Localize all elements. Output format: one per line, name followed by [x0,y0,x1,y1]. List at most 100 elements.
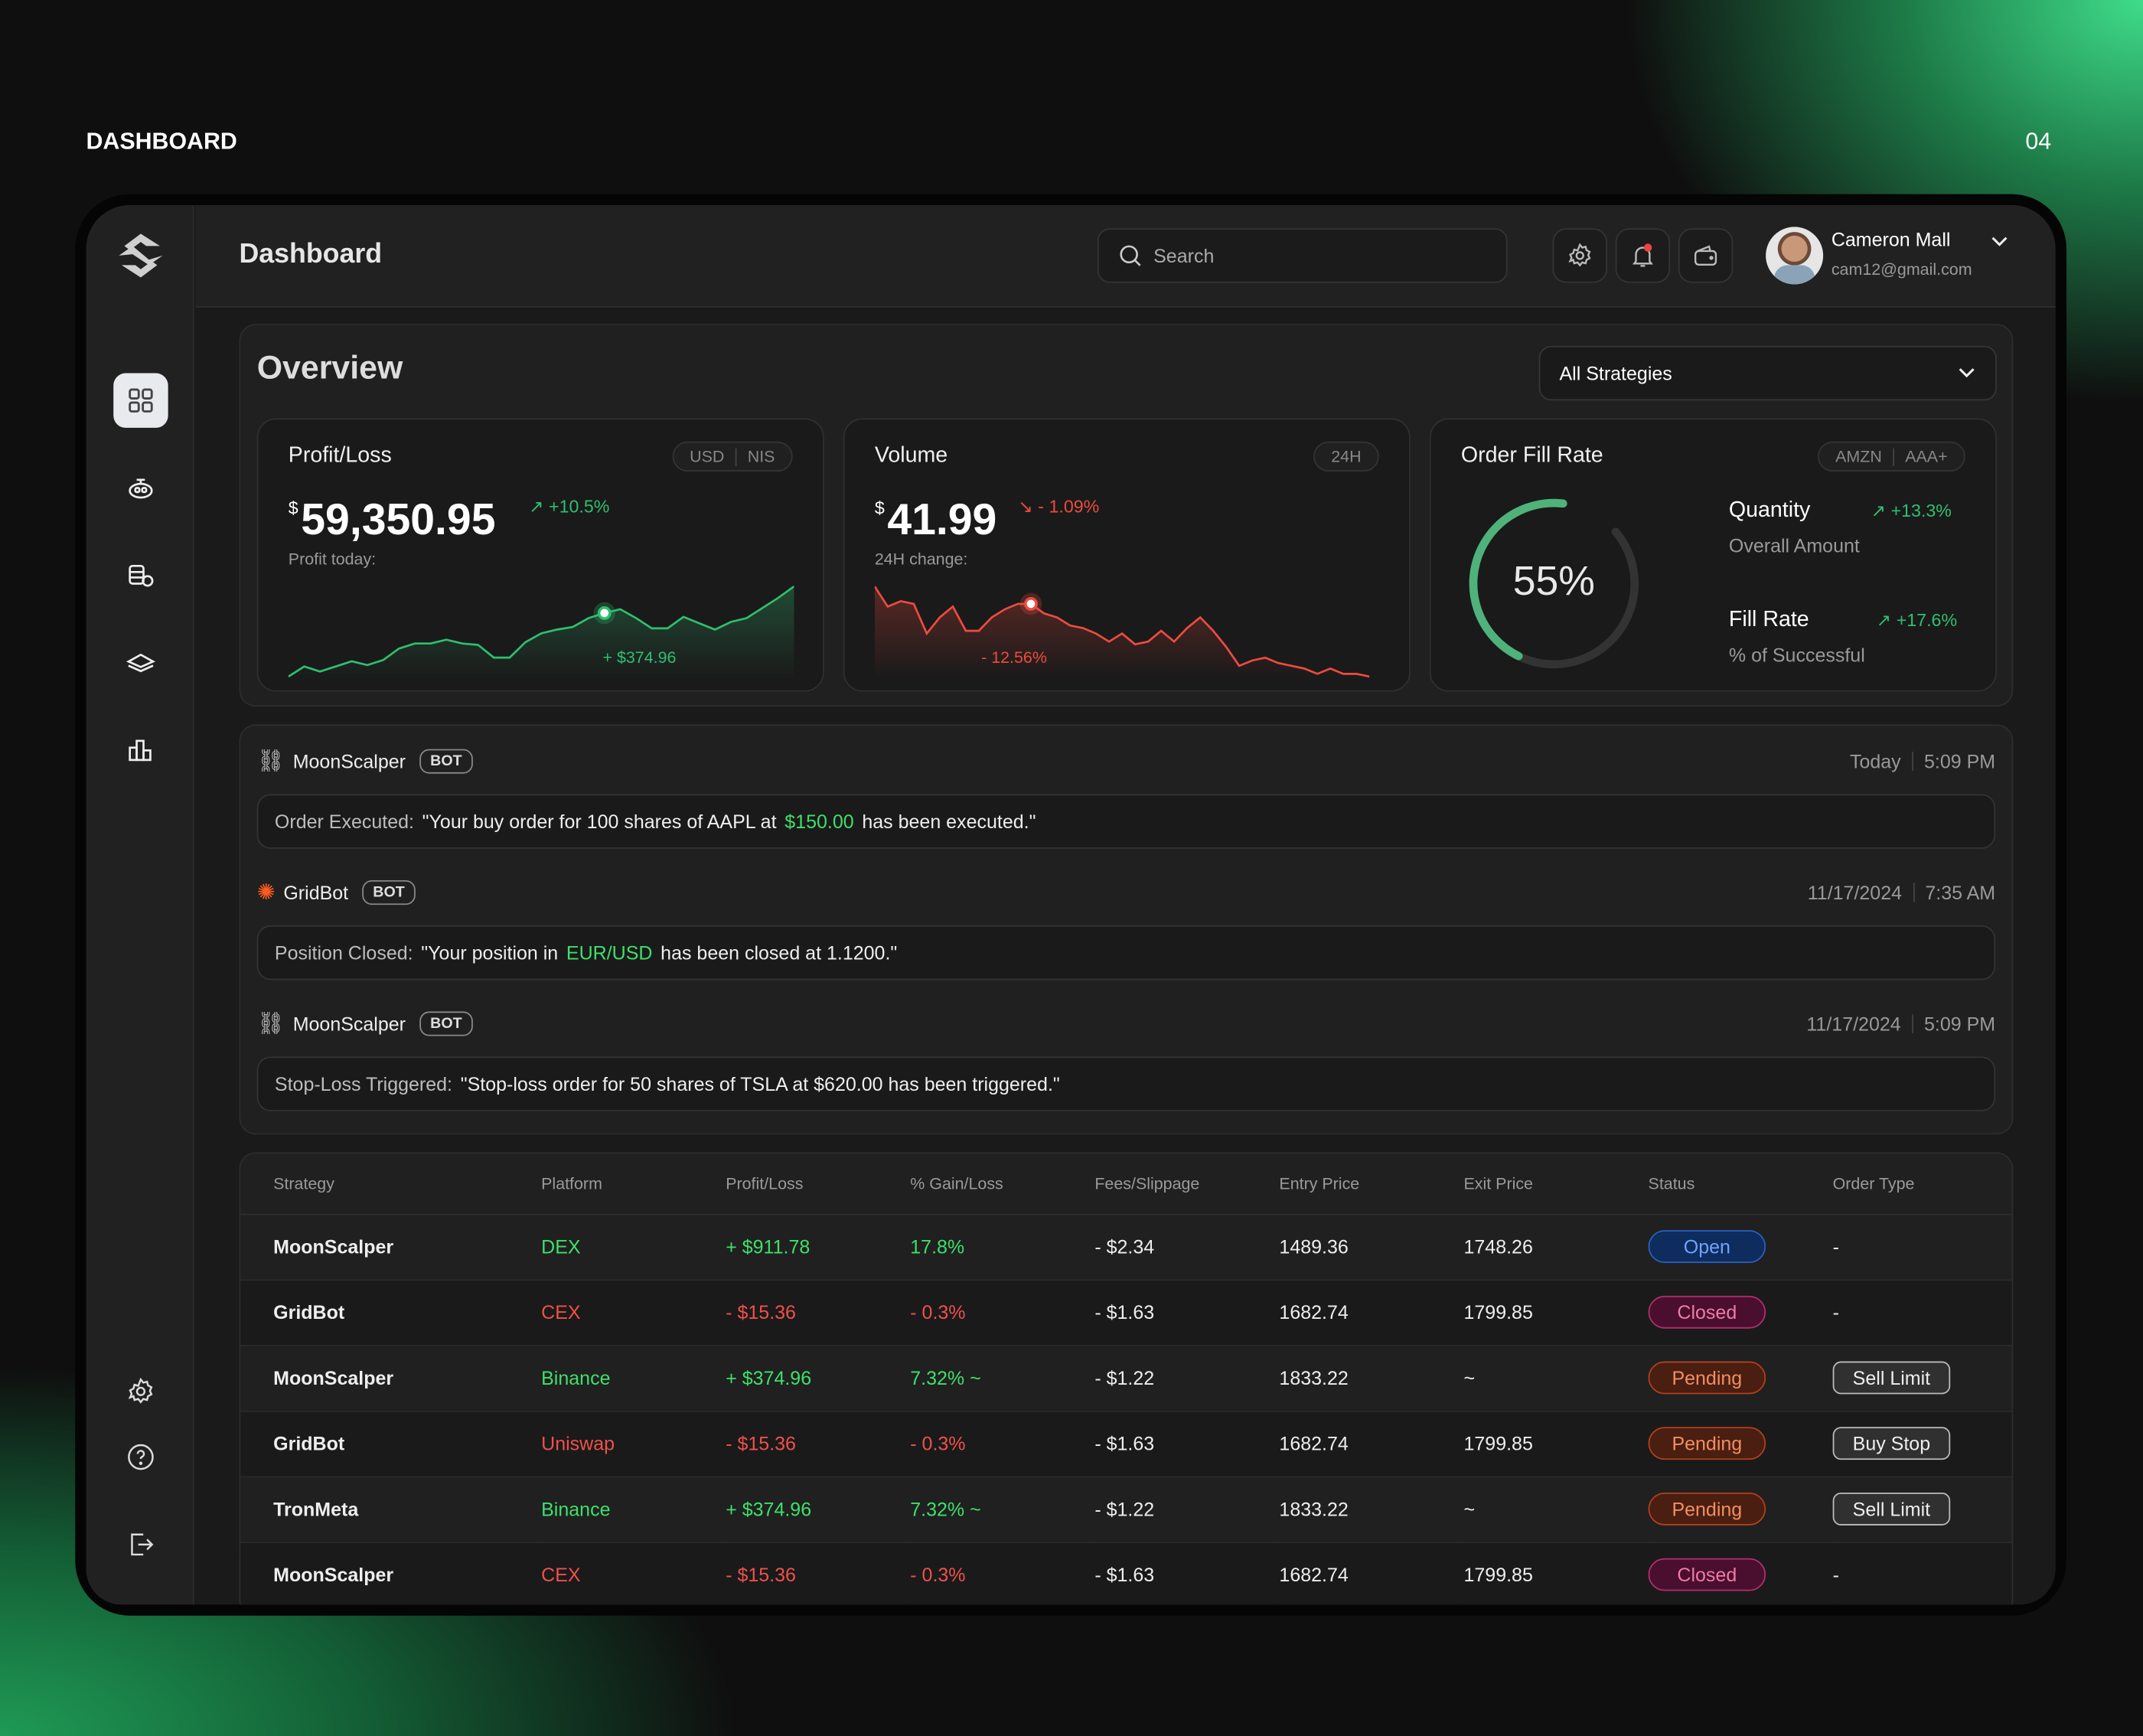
logout-icon [131,1533,154,1556]
notification-message[interactable]: Stop-Loss Triggered: "Stop-loss order for… [256,1056,1996,1111]
profit-loss-cell: + $911.78 [726,1213,911,1281]
profit-sparkline [288,585,794,680]
column-header[interactable]: Strategy [240,1154,542,1215]
column-header[interactable]: Order Type [1832,1154,2012,1215]
toggle-24h[interactable]: 24H [1331,446,1362,466]
sidebar-logout[interactable] [113,1517,168,1571]
ticker-toggle[interactable]: AMZN AAA+ [1817,441,1965,472]
sparkline-line [288,585,794,678]
entry-price-cell: 1833.22 [1279,1345,1464,1411]
notification-time: Today 5:09 PM [1850,750,1995,772]
robot-icon [129,478,153,499]
sidebar-item-bots[interactable] [113,461,168,515]
notification-header: ⛓ MoonScalper BOT [257,748,473,775]
gear-icon [1568,243,1591,267]
page-title: Dashboard [239,239,383,269]
notification-message[interactable]: Position Closed: "Your position in EUR/USD… [256,925,1996,981]
notification-time: 11/17/2024 5:09 PM [1806,1013,1995,1035]
platform-cell: CEX [541,1542,726,1605]
coins-icon [129,564,154,587]
chevron-down-icon[interactable] [1988,233,2011,250]
table-row[interactable]: GridBot CEX - $15.36- 0.3% - $1.63 1682.74 17… [240,1279,2012,1346]
fill-rate-label: Fill Rate [1728,608,1809,631]
bot-name: MoonScalper [292,1013,406,1035]
profit-value: $59,350.95 [289,494,496,545]
sidebar [86,204,194,1605]
currency-toggle[interactable]: USD NIS [671,441,793,472]
wallet-icon [1694,245,1717,266]
fill-rate-change-value: +17.6% [1896,609,1958,631]
sidebar-item-layers[interactable] [113,635,168,690]
fees-cell: - $1.22 [1094,1476,1280,1543]
order-type-button[interactable]: Sell Limit [1832,1492,1951,1526]
notification-date: Today [1849,750,1901,772]
platform-cell: DEX [541,1213,726,1281]
message-label: Order Executed: [274,810,414,833]
column-header[interactable]: % Gain/Loss [910,1154,1095,1215]
sparkline-marker[interactable] [1024,597,1038,611]
column-header[interactable]: Profit/Loss [726,1154,911,1215]
grid-icon [129,388,153,413]
search-input[interactable]: Search [1097,228,1508,283]
toggle-usd[interactable]: USD [690,446,725,466]
fill-rate-change: ↗ +17.6% [1877,609,1957,631]
fees-cell: - $1.63 [1094,1410,1280,1477]
sidebar-item-dashboard[interactable] [113,373,168,428]
quantity-label: Quantity [1728,498,1811,523]
order-type-cell: Sell Limit [1832,1476,2012,1543]
sparkline-area [288,586,794,680]
sidebar-settings[interactable] [113,1364,168,1418]
user-avatar[interactable] [1766,227,1824,285]
column-header[interactable]: Status [1648,1154,1833,1215]
strategy-cell: GridBot [240,1279,542,1346]
status-badge: Pending [1648,1492,1766,1526]
profit-loss-cell: - $15.36 [726,1410,911,1477]
column-header[interactable]: Fees/Slippage [1094,1154,1280,1215]
table-row[interactable]: MoonScalper CEX - $15.36- 0.3% - $1.63 1682.… [240,1542,2012,1605]
profit-tooltip: + $374.96 [602,648,677,667]
gain-loss-cell: 17.8% [910,1213,1095,1281]
order-type-button[interactable]: Sell Limit [1832,1361,1951,1395]
bot-badge: BOT [419,1011,473,1036]
table-row[interactable]: GridBot Uniswap - $15.36- 0.3% - $1.63 1682.… [240,1410,2012,1477]
table-row[interactable]: TronMeta Binance + $374.96 7.32% ~ - $1.22 18… [240,1476,2012,1543]
toggle-amzn[interactable]: AMZN [1835,446,1882,466]
strategy-select[interactable]: All Strategies [1538,345,1997,401]
toggle-nis[interactable]: NIS [747,446,775,466]
table-row[interactable]: MoonScalper Binance + $374.96 7.32% ~ - $1.2… [240,1345,2012,1411]
wallet-button[interactable] [1678,228,1734,283]
notifications-button[interactable] [1615,228,1671,283]
column-header[interactable]: Exit Price [1463,1154,1649,1215]
bot-badge: BOT [361,879,416,906]
message-text: "Your position in [421,941,559,964]
column-header[interactable]: Platform [541,1154,726,1215]
overview-title: Overview [256,350,403,387]
sidebar-item-assets[interactable] [113,548,168,602]
notification-header: ⛓ MoonScalper BOT [257,1010,473,1038]
table-row[interactable]: MoonScalper DEX + $911.78 17.8% - $2.34 1489.… [240,1213,2012,1281]
toggle-aaa[interactable]: AAA+ [1905,446,1948,466]
status-cell: Open [1648,1213,1833,1281]
gain-loss-cell: 7.32% ~ [910,1345,1095,1411]
notification-message[interactable]: Order Executed: "Your buy order for 100 s… [256,794,1996,849]
help-icon [128,1444,154,1470]
sparkline-marker[interactable] [597,605,612,620]
status-cell: Closed [1648,1542,1833,1605]
volume-value: $41.99 [875,494,996,545]
order-type-cell: - [1832,1213,2012,1281]
sidebar-help[interactable] [113,1430,168,1484]
quantity-sub: Overall Amount [1728,534,1860,556]
app-screen: Dashboard Search Cameron Mall cam12@gmai… [86,204,2056,1605]
arrow-up-right-icon: ↗ [1871,500,1887,521]
period-toggle[interactable]: 24H [1313,441,1379,472]
profit-sub-label: Profit today: [288,549,377,569]
platform-cell: CEX [541,1279,726,1346]
sidebar-item-analytics[interactable] [113,723,168,778]
column-header[interactable]: Entry Price [1279,1154,1464,1215]
fill-rate-sub: % of Successful [1728,644,1865,666]
order-type-empty: - [1832,1300,1839,1323]
divider [1911,752,1913,772]
order-type-button[interactable]: Buy Stop [1832,1427,1951,1460]
settings-button[interactable] [1552,228,1607,283]
fees-cell: - $2.34 [1094,1213,1280,1281]
